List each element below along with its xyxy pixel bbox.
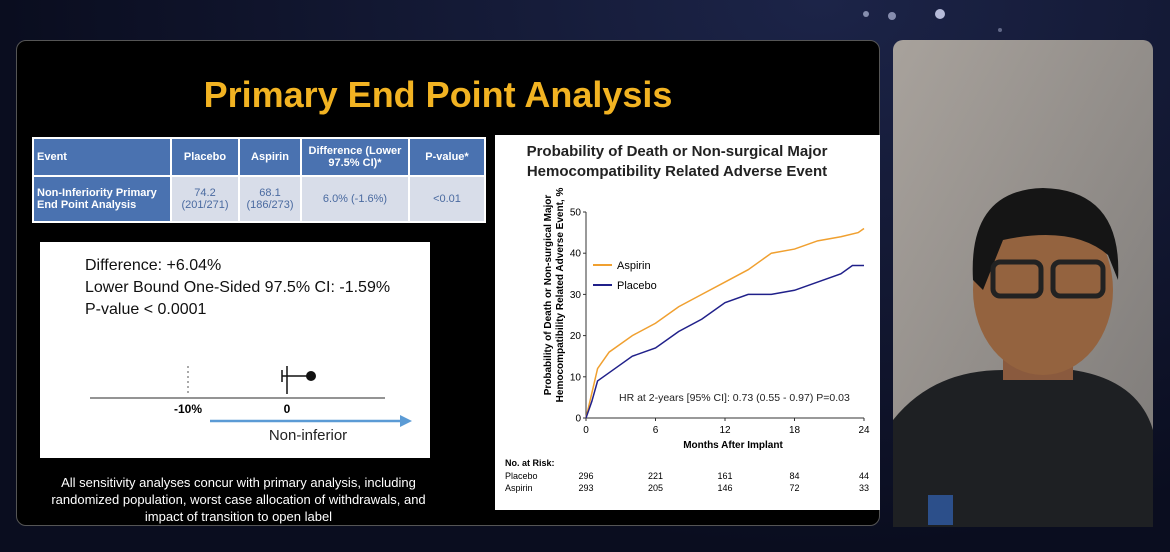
chart-background	[495, 135, 880, 510]
risk-value: 296	[578, 471, 593, 481]
cell: 6.0% (-1.6%)	[300, 175, 410, 223]
km-curve	[585, 227, 865, 419]
slide-title: Primary End Point Analysis	[203, 74, 673, 115]
legend-label: Aspirin	[617, 260, 651, 272]
hair	[972, 188, 1119, 290]
risk-value: 161	[717, 471, 732, 481]
summary-line: Difference: +6.04%	[85, 257, 222, 274]
risk-value: 33	[859, 483, 869, 493]
footnote: All sensitivity analyses concur with pri…	[26, 474, 451, 525]
header-cell: P-value*	[408, 137, 486, 177]
header-cell: Event	[32, 137, 172, 177]
x-tick-label: 0	[583, 425, 589, 436]
results-table: Event Placebo Aspirin Difference (Lower …	[32, 137, 486, 223]
risk-value: 84	[789, 471, 799, 481]
km-curve	[585, 264, 864, 419]
y-tick-label: 10	[570, 372, 582, 383]
risk-row-name: Placebo	[505, 471, 538, 481]
header-cell: Difference (Lower 97.5% CI)*	[300, 137, 410, 177]
header-cell: Placebo	[170, 137, 240, 177]
video-tile	[893, 40, 1153, 527]
footnote-line: impact of transition to open label	[144, 509, 333, 524]
badge	[928, 495, 953, 525]
annotation: HR at 2-years [95% CI]: 0.73 (0.55 - 0.9…	[619, 392, 850, 404]
y-axis-label: Probability of Death or Non-surgical Maj…	[543, 195, 554, 396]
legend-label: Placebo	[617, 280, 657, 292]
summary-box: Difference: +6.04% Lower Bound One-Sided…	[40, 242, 430, 458]
cell: 68.1 (186/273)	[238, 175, 302, 223]
y-axis-label: Hemocompatibility Related Adverse Event,…	[555, 188, 566, 403]
arrow-head	[400, 415, 412, 427]
non-inferiority-diagram: -10% 0 Non-inferior	[90, 366, 412, 444]
y-tick-label: 0	[575, 414, 581, 425]
x-tick-label: 12	[719, 425, 731, 436]
x-axis-label: Months After Implant	[683, 440, 783, 451]
arrow-label: Non-inferior	[269, 427, 347, 444]
risk-value: 44	[859, 471, 869, 481]
cell: Non-Inferiority Primary End Point Analys…	[32, 175, 172, 223]
chart-title: Hemocompatibility Related Adverse Event	[527, 163, 827, 180]
x-tick-label: 24	[858, 425, 870, 436]
cell: <0.01	[408, 175, 486, 223]
jacket	[893, 370, 1153, 527]
risk-value: 205	[648, 483, 663, 493]
glasses	[1050, 259, 1106, 299]
risk-title: No. at Risk:	[505, 458, 555, 468]
tick-label: -10%	[174, 402, 202, 416]
chart-title: Probability of Death or Non-surgical Maj…	[527, 143, 828, 160]
km-chart: Probability of Death or Non-surgical Maj…	[495, 135, 880, 510]
risk-value: 221	[648, 471, 663, 481]
risk-value: 72	[789, 483, 799, 493]
footnote-line: All sensitivity analyses concur with pri…	[61, 475, 416, 490]
y-tick-label: 50	[570, 208, 582, 219]
y-tick-label: 20	[570, 331, 582, 342]
footnote-line: randomized population, worst case alloca…	[51, 492, 426, 507]
x-tick-label: 6	[653, 425, 659, 436]
y-tick-label: 40	[570, 249, 582, 260]
risk-value: 146	[717, 483, 732, 493]
summary-line: P-value < 0.0001	[85, 301, 207, 318]
x-tick-label: 18	[789, 425, 801, 436]
y-tick-label: 30	[570, 290, 582, 301]
header-cell: Aspirin	[238, 137, 302, 177]
tick-label: 0	[284, 402, 291, 416]
risk-row-name: Aspirin	[505, 483, 533, 493]
background-dots	[863, 9, 1002, 32]
estimate	[306, 371, 316, 381]
cell: 74.2 (201/271)	[170, 175, 240, 223]
risk-value: 293	[578, 483, 593, 493]
summary-line: Lower Bound One-Sided 97.5% CI: -1.59%	[85, 279, 391, 296]
glasses	[990, 259, 1044, 299]
